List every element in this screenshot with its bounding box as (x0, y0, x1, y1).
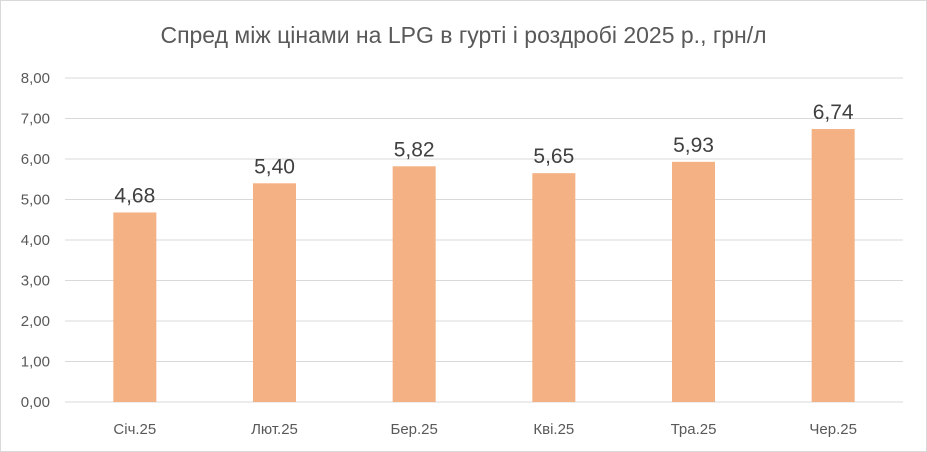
data-label: 5,93 (673, 134, 714, 157)
y-tick-label: 6,00 (21, 151, 50, 168)
x-category-label: Січ.25 (113, 421, 156, 438)
y-tick-label: 0,00 (21, 394, 50, 411)
x-category-label: Лют.25 (251, 421, 298, 438)
bar (811, 129, 855, 402)
data-label: 5,82 (394, 138, 435, 161)
bar (113, 212, 157, 402)
bar (672, 161, 715, 402)
bar (392, 166, 436, 402)
y-axis-ticks: 0,00 1,00 2,00 3,00 4,00 5,00 6,00 7,00 8,00 (21, 70, 50, 411)
x-axis-categories: Січ.25 Лют.25 Бер.25 Кві.25 Тра.25 Чер.25 (113, 421, 857, 438)
data-labels: 4,68 5,40 5,82 5,65 5,93 6,74 (114, 101, 854, 207)
y-tick-label: 4,00 (21, 232, 50, 249)
data-label: 5,40 (254, 155, 295, 178)
bars (113, 129, 855, 402)
data-label: 6,74 (813, 101, 854, 124)
chart-title: Спред між цінами на LPG в гурті і роздро… (160, 22, 767, 48)
data-label: 5,65 (533, 145, 574, 168)
bar (532, 173, 576, 402)
y-tick-label: 5,00 (21, 192, 50, 209)
y-tick-label: 7,00 (21, 111, 50, 128)
x-category-label: Чер.25 (809, 421, 857, 438)
bar (253, 183, 296, 402)
y-tick-label: 3,00 (21, 273, 50, 290)
data-label: 4,68 (114, 184, 155, 207)
gridlines (65, 77, 903, 403)
x-category-label: Бер.25 (390, 421, 437, 438)
y-tick-label: 1,00 (21, 354, 50, 371)
x-category-label: Кві.25 (533, 421, 574, 438)
x-category-label: Тра.25 (671, 421, 717, 438)
y-tick-label: 8,00 (21, 70, 50, 87)
y-tick-label: 2,00 (21, 313, 50, 330)
